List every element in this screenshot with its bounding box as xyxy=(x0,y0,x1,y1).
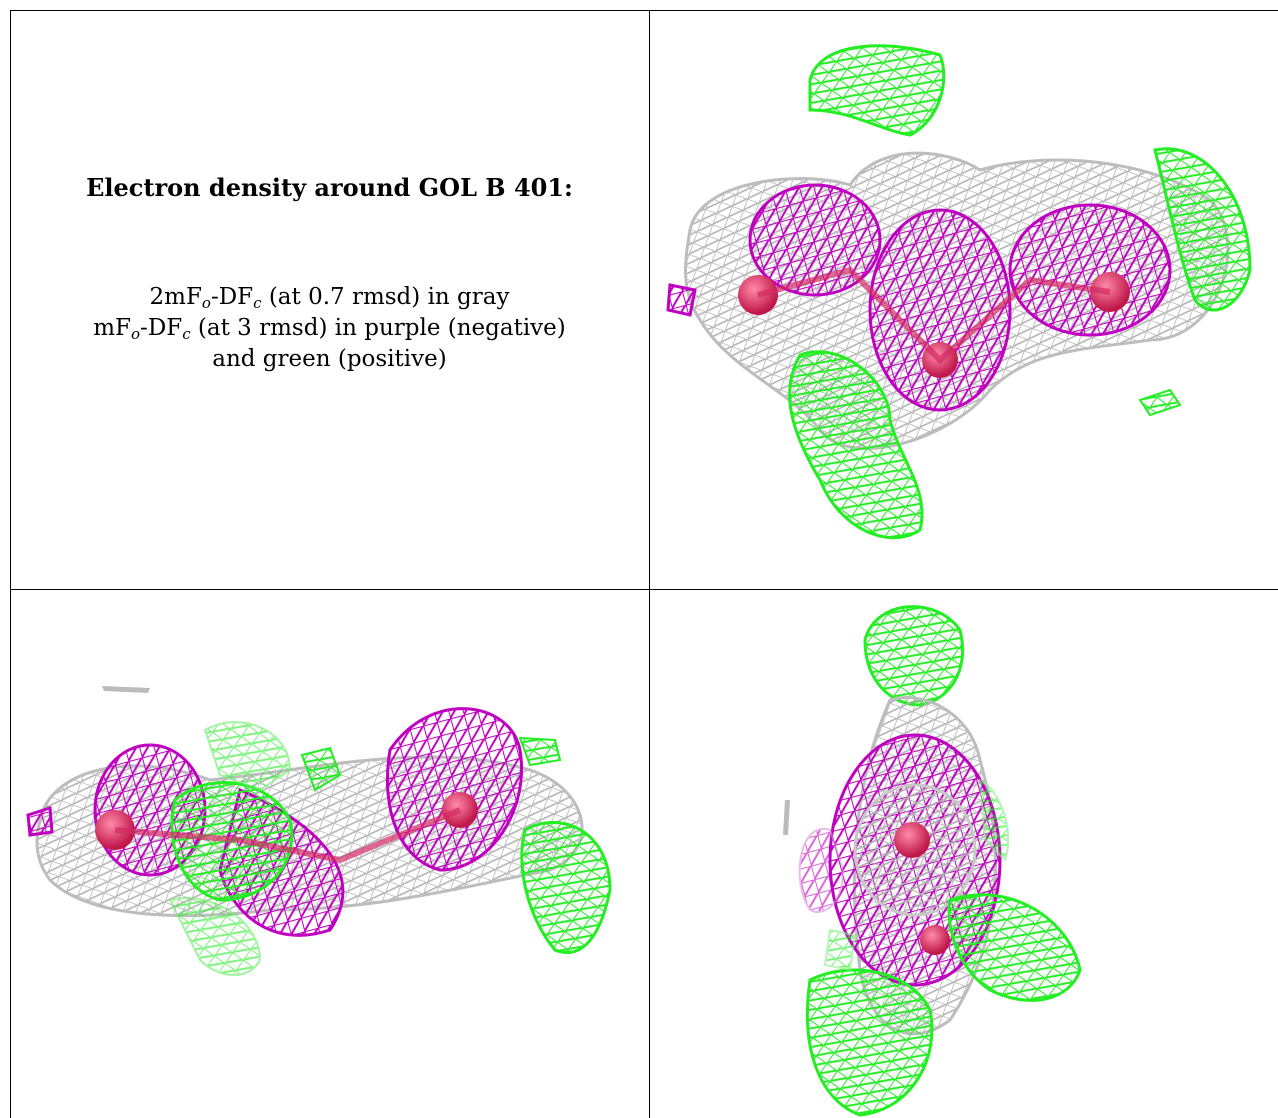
green-mesh-blob xyxy=(1138,388,1182,417)
divider-vertical xyxy=(649,10,650,1118)
green-mesh-blob xyxy=(805,968,934,1117)
green-mesh-blob xyxy=(520,821,612,954)
caption-cell: Electron density around GOL B 401: 2mFo-… xyxy=(10,10,649,589)
green-mesh-blob xyxy=(947,893,1082,1002)
figure-title: Electron density around GOL B 401: xyxy=(86,173,573,202)
atom-sphere xyxy=(894,822,930,858)
purple-mesh-blob xyxy=(868,208,1012,412)
bond-line xyxy=(114,807,462,864)
green-mesh-blob xyxy=(300,746,342,792)
divider-horizontal xyxy=(10,589,1278,590)
gray-mesh-blob xyxy=(102,686,150,693)
legend-line-difference: mFo-DFc (at 3 rmsd) in purple (negative) xyxy=(93,315,566,343)
purple-mesh-blob xyxy=(26,806,54,837)
figure-description: 2mFo-DFc (at 0.7 rmsd) in gray mFo-DFc (… xyxy=(10,282,649,375)
electron-density-mesh-view-2-icon xyxy=(26,686,612,976)
legend-line-green: and green (positive) xyxy=(212,346,447,372)
electron-density-mesh-view-1-icon xyxy=(666,44,1252,540)
border-top xyxy=(10,10,1278,11)
green-mesh-blob xyxy=(978,778,1010,862)
green-mesh-blob xyxy=(666,283,697,317)
caption: Electron density around GOL B 401: 2mFo-… xyxy=(10,10,649,589)
border-left xyxy=(10,10,11,1118)
green-mesh-blob xyxy=(1153,147,1252,312)
view-top-right xyxy=(650,10,1278,589)
green-mesh-blob xyxy=(788,350,924,540)
green-mesh-blob xyxy=(823,928,857,972)
green-mesh-blob xyxy=(518,736,562,767)
view-bottom-right xyxy=(650,590,1278,1118)
bond-line xyxy=(757,266,1111,365)
legend-line-gray: 2mFo-DFc (at 0.7 rmsd) in gray xyxy=(149,284,510,312)
electron-density-mesh-view-3-icon xyxy=(783,605,1082,1117)
atom-sphere xyxy=(920,925,950,955)
green-mesh-blob xyxy=(203,721,292,792)
green-mesh-blob xyxy=(168,897,262,976)
green-mesh-blob xyxy=(863,605,965,707)
view-bottom-left xyxy=(10,590,649,1118)
purple-mesh-blob xyxy=(798,827,844,913)
gray-mesh-blob xyxy=(783,800,790,835)
purple-mesh-blob xyxy=(1008,203,1172,337)
green-mesh-blob xyxy=(808,44,946,137)
purple-mesh-blob xyxy=(748,183,882,297)
